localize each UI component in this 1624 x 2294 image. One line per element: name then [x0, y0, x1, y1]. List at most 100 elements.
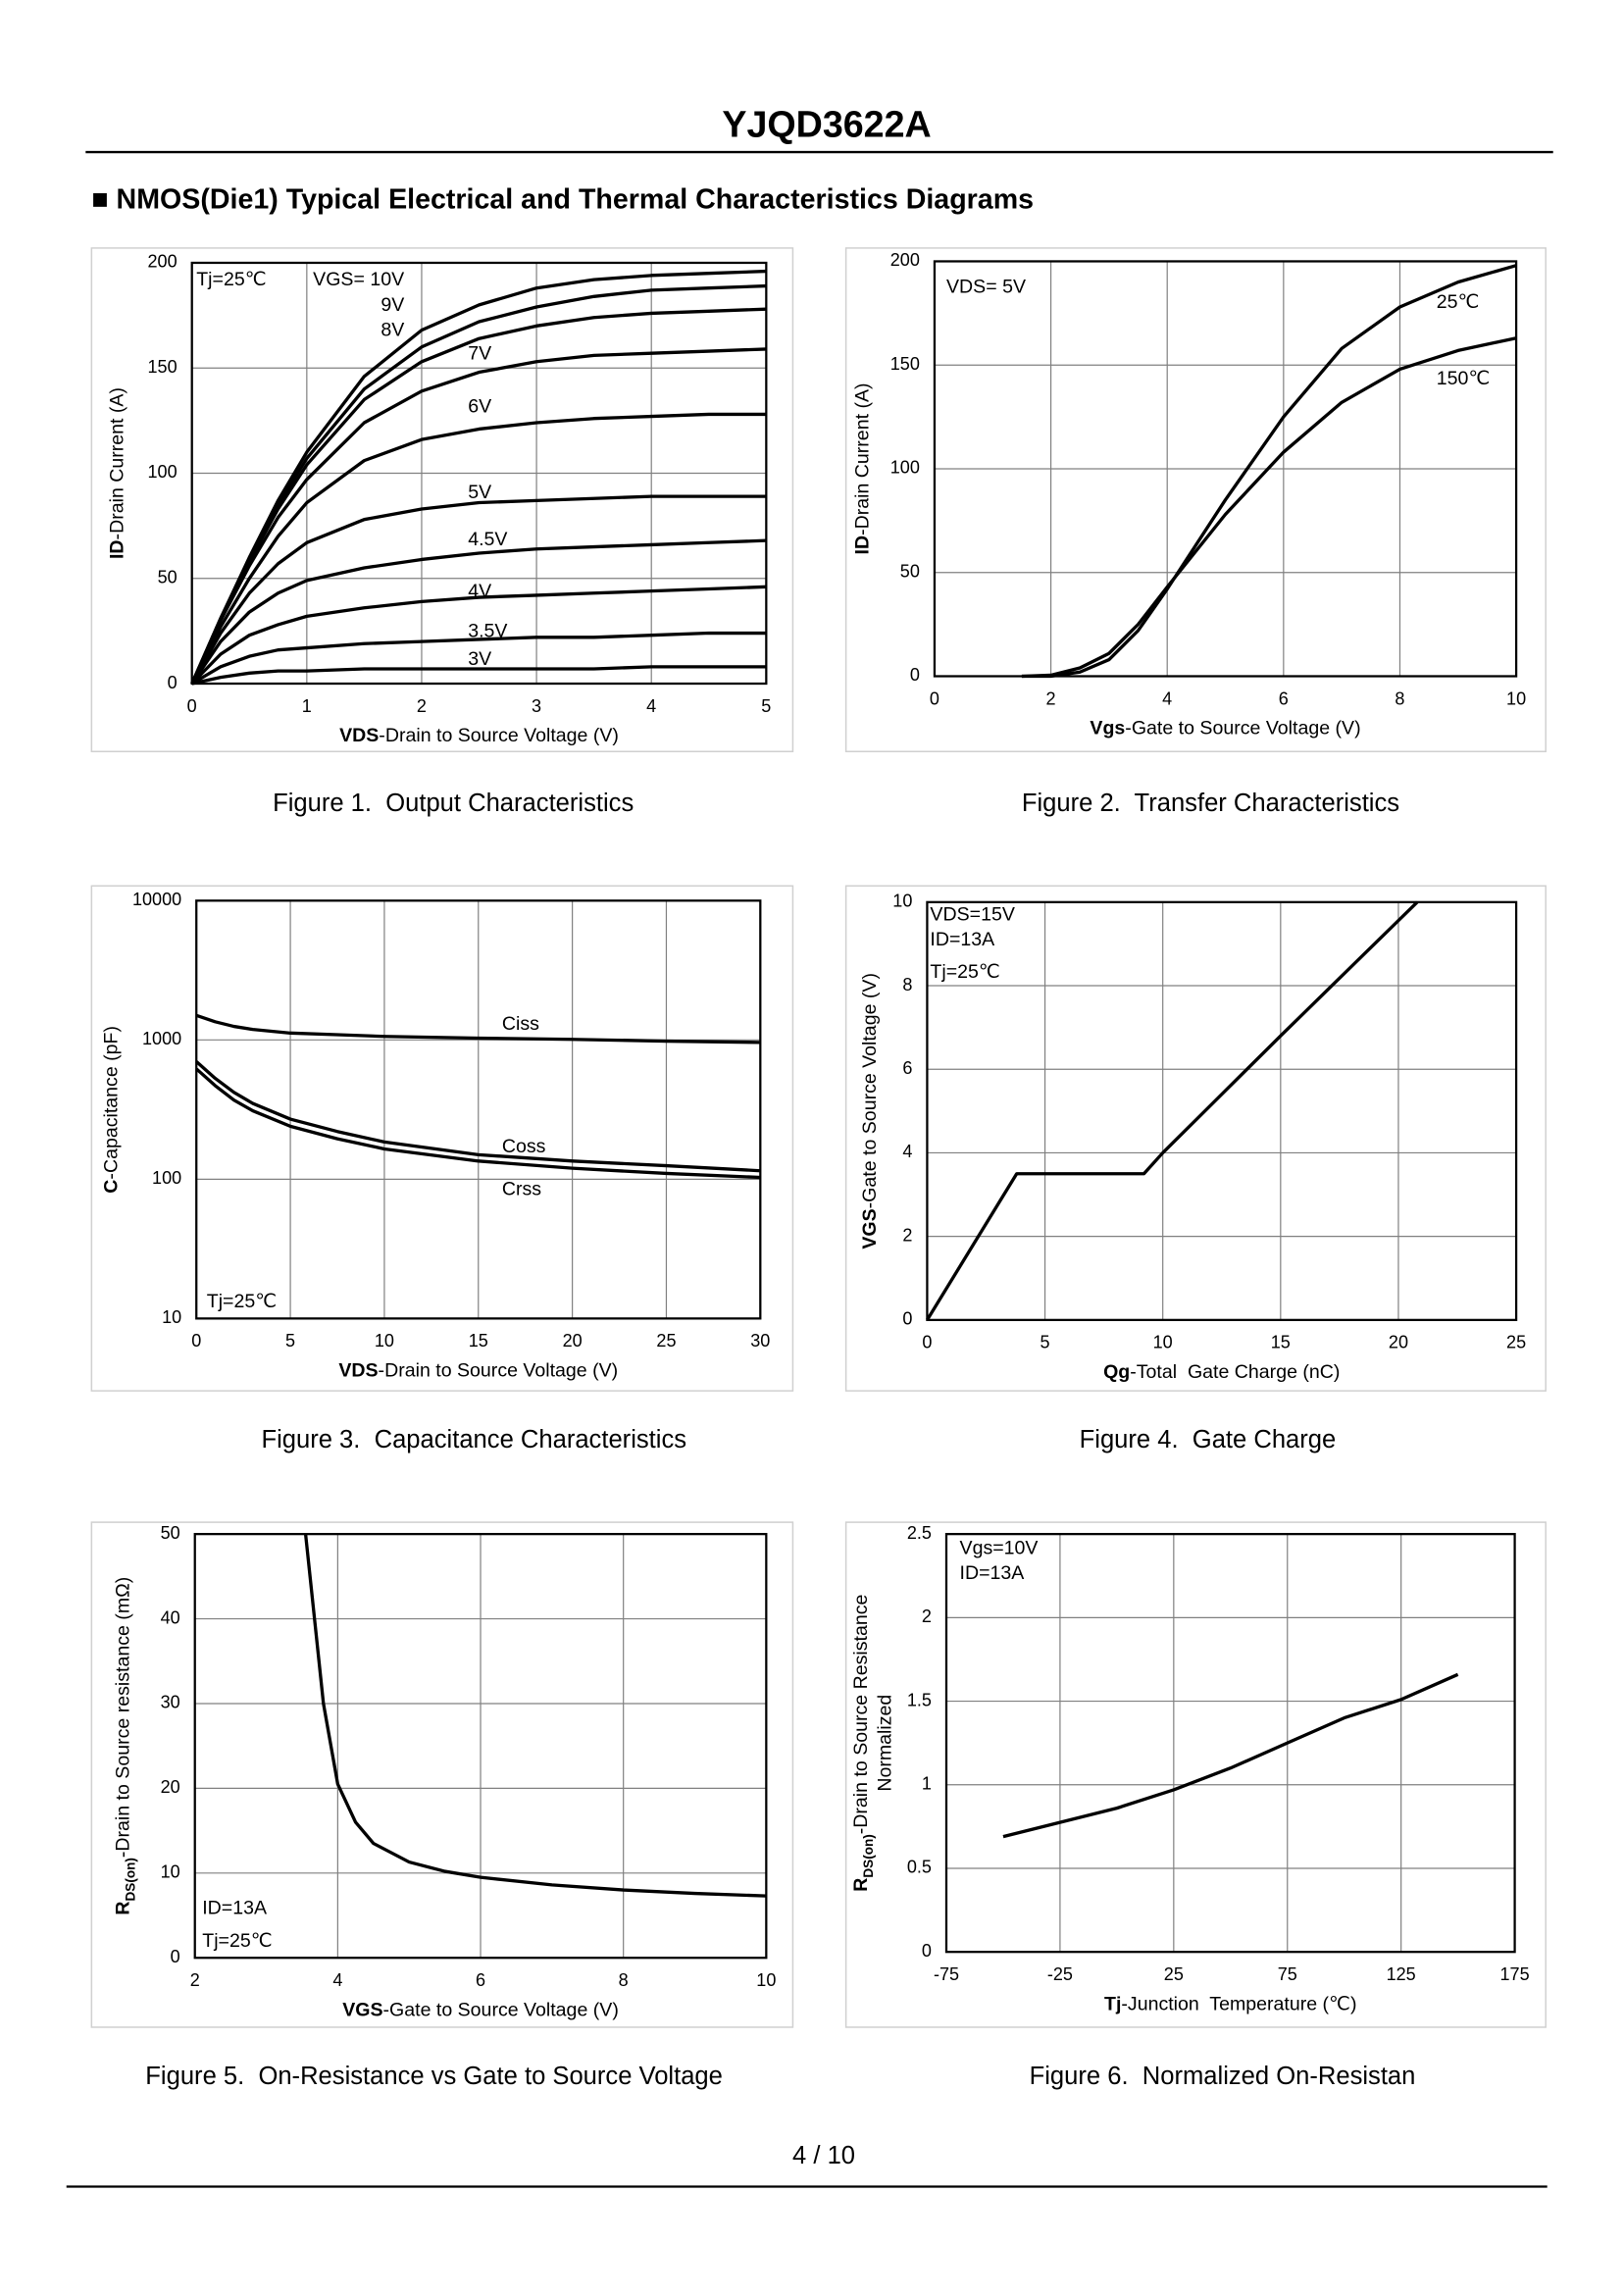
y-tick-label: 100 — [148, 462, 178, 482]
curve-label: 5V — [468, 482, 491, 503]
chart-frame — [844, 1521, 1547, 2028]
y-tick-label: 50 — [161, 1523, 180, 1543]
plot-border — [944, 1533, 1516, 1954]
x-tick-label: 25 — [1506, 1333, 1526, 1352]
curve-label: 9V — [381, 294, 404, 316]
y-axis-label: C-Capacitance (pF) — [101, 1026, 123, 1194]
x-tick-label: 8 — [619, 1970, 629, 1990]
y-axis-label-text: -Gate to Source Voltage (V) — [859, 973, 881, 1208]
x-tick-label: 0 — [922, 1333, 932, 1352]
x-tick-label: 6 — [1279, 688, 1289, 708]
x-tick-label: 8 — [1395, 688, 1404, 708]
y-tick-label: 100 — [890, 458, 920, 478]
figure-caption: Figure 6. Normalized On-Resistan — [1030, 2063, 1416, 2090]
chart-frame — [844, 885, 1547, 1392]
section-heading: ■ NMOS(Die1) Typical Electrical and Ther… — [91, 183, 1034, 215]
y-axis-label-text: -Capacitance (pF) — [101, 1026, 123, 1180]
x-axis-label-text: -Gate to Source Voltage (V) — [1125, 718, 1360, 739]
y-axis-label: ID-Drain Current (A) — [852, 382, 874, 554]
x-axis-label-text: -Drain to Source Voltage (V) — [379, 725, 619, 746]
y-tick-label: 1000 — [142, 1029, 181, 1048]
x-tick-label: 4 — [646, 696, 656, 716]
x-tick-label: 3 — [532, 696, 541, 716]
x-tick-label: 5 — [1040, 1333, 1050, 1352]
x-tick-label: 10 — [756, 1970, 776, 1990]
y-tick-label: 6 — [902, 1058, 912, 1078]
curve-label: 3.5V — [468, 620, 507, 641]
y-axis-label-bold: VGS — [859, 1208, 881, 1249]
x-tick-label: 15 — [469, 1331, 488, 1351]
x-tick-label: 0 — [187, 696, 197, 716]
x-tick-label: 75 — [1278, 1964, 1297, 1984]
x-tick-label: 2 — [190, 1970, 200, 1990]
curve-label: Ciss — [502, 1013, 539, 1035]
data-line — [190, 631, 767, 686]
curve-label: 25℃ — [1437, 291, 1480, 313]
y-tick-label: 30 — [161, 1693, 180, 1712]
plot-border — [193, 1533, 768, 1960]
curve-label: 4.5V — [468, 529, 507, 550]
x-axis-label: Qg-Total Gate Charge (nC) — [1103, 1361, 1340, 1383]
x-tick-label: 6 — [476, 1970, 485, 1990]
x-tick-label: 5 — [285, 1331, 295, 1351]
y-tick-label: 50 — [158, 568, 178, 587]
x-tick-label: 20 — [563, 1331, 583, 1351]
y-axis-label: VGS-Gate to Source Voltage (V) — [859, 973, 881, 1249]
y-tick-label: 2 — [902, 1225, 912, 1245]
annotation: ID=13A — [930, 929, 995, 950]
x-axis-label-bold: Tj — [1104, 1994, 1121, 2015]
curve-label: VGS= 10V — [313, 269, 404, 290]
x-tick-label: -75 — [934, 1964, 959, 1984]
x-tick-label: 175 — [1500, 1964, 1530, 1984]
y-tick-label: 0 — [168, 673, 178, 692]
y-tick-label: 0 — [910, 665, 920, 685]
curve-label: Crss — [502, 1179, 541, 1200]
curve-label: 6V — [468, 396, 491, 418]
data-line — [195, 1067, 761, 1180]
y-tick-label: 1.5 — [907, 1690, 932, 1709]
y-axis-label: RDS(on)-Drain to Source Resistance — [850, 1594, 876, 1891]
x-tick-label: 20 — [1389, 1333, 1408, 1352]
y-axis-label-text: -Drain Current (A) — [107, 387, 128, 539]
curve-label: Coss — [502, 1136, 546, 1157]
x-axis-label-bold: VDS — [338, 1360, 378, 1382]
plot-border — [926, 900, 1518, 1321]
x-tick-label: 4 — [1162, 688, 1172, 708]
x-axis-label: Tj-Junction Temperature (℃) — [1104, 1994, 1357, 2015]
annotation: Tj=25℃ — [207, 1291, 277, 1312]
x-axis-label: VDS-Drain to Source Voltage (V) — [339, 725, 619, 746]
x-axis-label-text: -Total Gate Charge (nC) — [1130, 1361, 1340, 1383]
x-axis-label-bold: Vgs — [1090, 718, 1125, 739]
y-tick-label: 2 — [922, 1606, 932, 1626]
data-line — [195, 1060, 761, 1173]
chart-frame — [90, 885, 794, 1392]
y-tick-label: 20 — [161, 1777, 180, 1797]
y-tick-label: 0 — [902, 1309, 912, 1329]
y-axis-label: ID-Drain Current (A) — [107, 387, 128, 559]
y-tick-label: 40 — [161, 1607, 180, 1627]
annotation: VDS= 5V — [946, 277, 1026, 298]
y-tick-label: 150 — [148, 357, 178, 377]
x-tick-label: 0 — [191, 1331, 201, 1351]
y-tick-label: 4 — [902, 1142, 912, 1161]
page-number: 4 / 10 — [792, 2142, 855, 2169]
x-axis-label: Vgs-Gate to Source Voltage (V) — [1090, 718, 1360, 739]
x-tick-label: 15 — [1271, 1333, 1291, 1352]
y-axis-label-text: -Drain to Source resistance (mΩ) — [113, 1577, 134, 1858]
x-tick-label: 25 — [1164, 1964, 1184, 1984]
x-tick-label: 30 — [750, 1331, 770, 1351]
annotation: ID=13A — [960, 1562, 1026, 1584]
annotation: VDS=15V — [930, 904, 1014, 926]
data-line — [303, 1533, 767, 1898]
x-axis-label-text: -Gate to Source Voltage (V) — [383, 2000, 619, 2021]
y-tick-label: 0 — [171, 1947, 180, 1966]
x-axis-label-bold: Qg — [1103, 1361, 1130, 1383]
y-tick-label: 0 — [922, 1941, 932, 1961]
curve-label: 150℃ — [1437, 368, 1491, 389]
data-line — [191, 665, 767, 686]
figure-caption: Figure 3. Capacitance Characteristics — [261, 1426, 686, 1453]
y-axis-label-text: -Drain to Source Resistance — [850, 1594, 872, 1834]
y-axis-label-bold: R — [850, 1878, 872, 1892]
y-axis-label-bold: ID — [107, 539, 128, 559]
